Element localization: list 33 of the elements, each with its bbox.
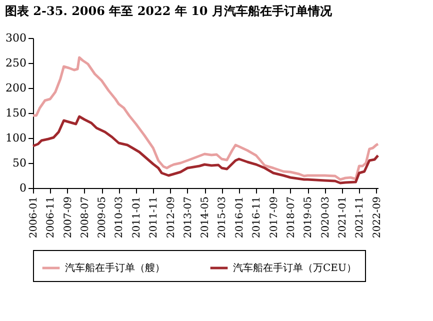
y-tick-label: 50 xyxy=(12,156,26,170)
x-tick-label: 2017-09 xyxy=(268,196,280,238)
x-tick-label: 2011-01 xyxy=(131,196,142,238)
y-tick-label: 250 xyxy=(6,56,26,70)
y-tick-label: 0 xyxy=(20,182,26,194)
line-series xyxy=(32,56,380,181)
x-tick-label: 2007-09 xyxy=(62,196,74,238)
x-tick-label: 2008-07 xyxy=(80,196,91,238)
x-tick-label: 2010-03 xyxy=(114,196,126,238)
x-tick-label: 2016-11 xyxy=(252,196,263,238)
x-tick-label: 2009-05 xyxy=(97,196,108,238)
y-tick-label: 300 xyxy=(6,32,26,44)
x-tick-label: 2011-11 xyxy=(148,196,160,238)
x-tick-label: 2019-05 xyxy=(303,196,314,238)
x-tick-label: 2020-03 xyxy=(320,196,332,238)
x-tick-label: 2006-11 xyxy=(46,196,57,238)
chart-title: 图表 2-35. 2006 年至 2022 年 10 月汽车船在手订单情况 xyxy=(5,4,333,18)
x-tick-label: 2018-07 xyxy=(286,196,297,238)
x-tick-label: 2012-09 xyxy=(166,196,177,238)
y-tick-label: 200 xyxy=(6,82,26,94)
legend-label: 汽车船在手订单（艘） xyxy=(65,262,165,274)
x-tick-label: 2014-05 xyxy=(200,196,212,238)
x-tick-label: 2022-09 xyxy=(372,196,383,238)
y-tick-label: 150 xyxy=(6,106,26,120)
x-tick-label: 2016-01 xyxy=(234,196,246,238)
x-tick-label: 2013-07 xyxy=(182,196,194,238)
line-series xyxy=(32,115,380,184)
y-tick-label: 100 xyxy=(6,132,26,144)
legend-label: 汽车船在手订单（万CEU） xyxy=(233,262,356,274)
x-tick-label: 2006-01 xyxy=(28,196,40,238)
x-tick-label: 2015-03 xyxy=(217,196,228,238)
x-tick-label: 2021-01 xyxy=(338,196,349,238)
x-tick-label: 2021-11 xyxy=(354,196,366,238)
